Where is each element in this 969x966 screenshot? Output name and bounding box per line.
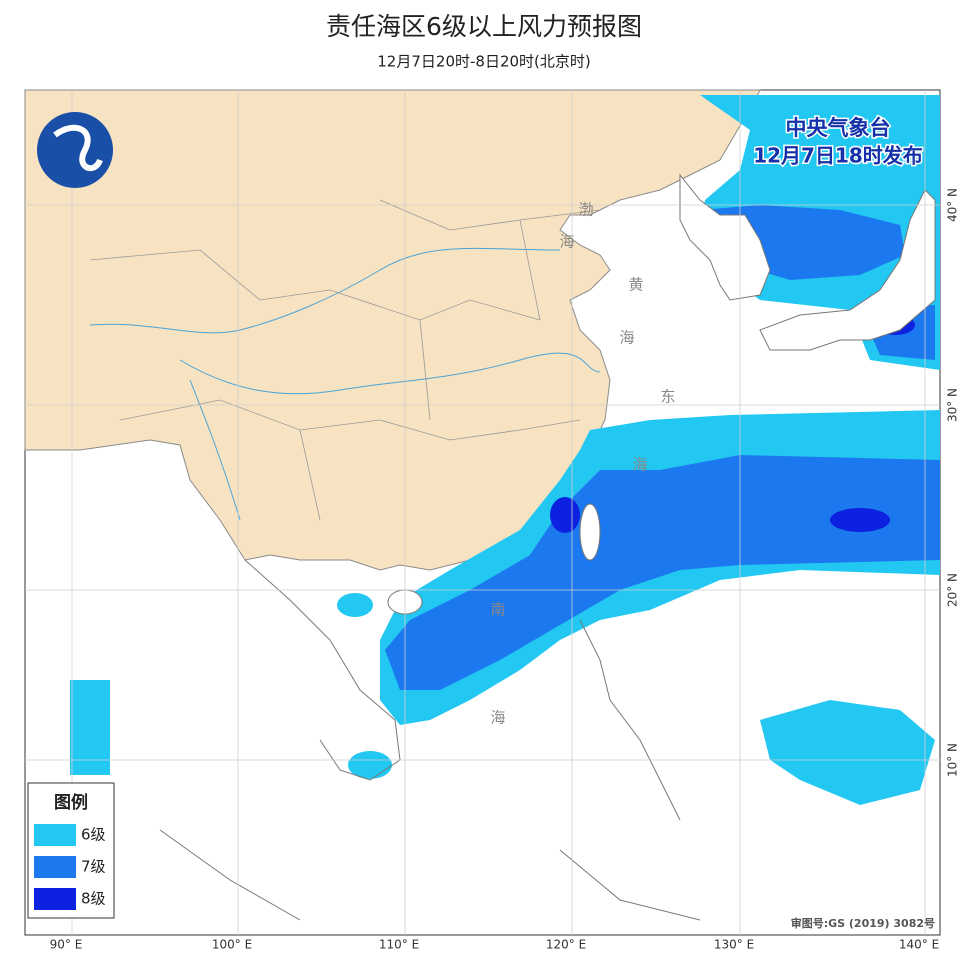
- southeast-asia-coast: [159, 559, 701, 921]
- latitude-label: 10° N: [946, 743, 960, 777]
- wind-zone: [348, 751, 392, 779]
- wind-zone: [337, 593, 373, 617]
- longitude-label: 110° E: [379, 938, 419, 952]
- wind-zone: [760, 700, 935, 805]
- issue-time: 12月7日18时发布: [753, 144, 923, 168]
- longitude-label: 130° E: [714, 938, 754, 952]
- issuer-name: 中央气象台: [786, 116, 891, 140]
- japan-land: [759, 189, 936, 351]
- sea-label: 海: [619, 329, 634, 347]
- rivers: [89, 247, 601, 521]
- legend-swatch: [34, 824, 76, 846]
- title: 责任海区6级以上风力预报图: [326, 12, 642, 41]
- logo-mark: [53, 124, 103, 172]
- legend-label: 7级: [81, 858, 106, 876]
- sea-label: 海: [559, 233, 574, 251]
- logo-circle: [37, 112, 113, 188]
- sea-label: 南: [490, 601, 505, 619]
- map-layers: [24, 89, 940, 935]
- logo: [37, 112, 113, 188]
- latitude-label: 20° N: [946, 573, 960, 607]
- subtitle: 12月7日20时-8日20时(北京时): [377, 53, 590, 71]
- longitude-label: 120° E: [546, 938, 586, 952]
- wind-zone: [385, 455, 940, 690]
- longitude-label: 140° E: [899, 938, 939, 952]
- latitude-label: 40° N: [946, 188, 960, 222]
- latitude-label: 30° N: [946, 388, 960, 422]
- wind-zone: [550, 497, 580, 533]
- longitude-label: 100° E: [212, 938, 252, 952]
- longitude-label: 90° E: [50, 938, 83, 952]
- wind-zone: [830, 508, 890, 532]
- taiwan-land: [579, 503, 601, 561]
- wind-zone: [70, 680, 110, 775]
- graticule: [25, 90, 940, 935]
- legend-title: 图例: [54, 792, 88, 813]
- province-borders: [89, 199, 601, 521]
- sea-label: 渤: [578, 201, 593, 219]
- approval-number: 审图号:GS (2019) 3082号: [791, 916, 935, 930]
- sea-label: 东: [660, 388, 675, 406]
- legend: 图例 6级 7级 8级: [27, 782, 115, 919]
- legend-label: 8级: [81, 890, 106, 908]
- sea-label: 海: [490, 709, 505, 727]
- legend-swatch: [34, 856, 76, 878]
- sea-label: 海: [632, 456, 647, 474]
- legend-swatch: [34, 888, 76, 910]
- korea-land: [679, 173, 771, 301]
- legend-label: 6级: [81, 826, 106, 844]
- sea-label: 黄: [628, 276, 643, 294]
